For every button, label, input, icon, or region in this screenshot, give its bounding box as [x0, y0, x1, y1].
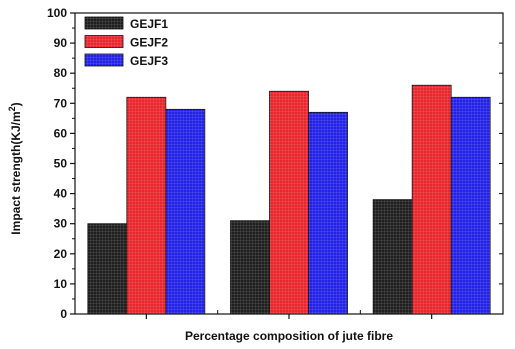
y-tick-label: 90	[54, 36, 68, 50]
legend-label-gejf3: GEJF3	[130, 54, 168, 68]
y-axis-title: Impact strength(KJ/m2)	[7, 102, 23, 234]
y-tick-label: 30	[54, 217, 68, 231]
bar-texture-overlay	[230, 220, 270, 314]
y-tick-label: 100	[47, 6, 67, 20]
y-tick-label: 50	[54, 157, 68, 171]
bar-texture-overlay	[451, 97, 491, 314]
legend-label-gejf1: GEJF1	[130, 17, 168, 31]
legend-swatch-texture	[85, 17, 123, 29]
bar-texture-overlay	[87, 223, 127, 314]
y-tick-label: 0	[60, 307, 67, 321]
bar-texture-overlay	[165, 109, 205, 314]
bars-group	[87, 84, 491, 315]
bar-texture-overlay	[126, 97, 166, 314]
legend: GEJF1 GEJF2 GEJF3	[84, 16, 168, 68]
bar-texture-overlay	[373, 199, 413, 314]
bar-texture-overlay	[308, 112, 348, 314]
y-tick-label: 80	[54, 66, 68, 80]
legend-swatch-texture	[85, 35, 123, 48]
y-tick-label: 40	[54, 187, 68, 201]
x-axis	[145, 310, 433, 319]
y-tick-label: 70	[54, 96, 68, 110]
legend-swatch-texture	[85, 54, 123, 66]
y-axis: 0 10 20 30 40 50 60 70 80 90 100	[47, 6, 503, 321]
bar-texture-overlay	[412, 85, 452, 315]
x-axis-title: Percentage composition of jute fibre	[185, 329, 393, 343]
bar-texture-overlay	[269, 91, 309, 314]
y-tick-label: 60	[54, 126, 68, 140]
y-tick-label: 20	[54, 247, 68, 261]
y-tick-label: 10	[54, 277, 68, 291]
legend-label-gejf2: GEJF2	[130, 36, 168, 50]
